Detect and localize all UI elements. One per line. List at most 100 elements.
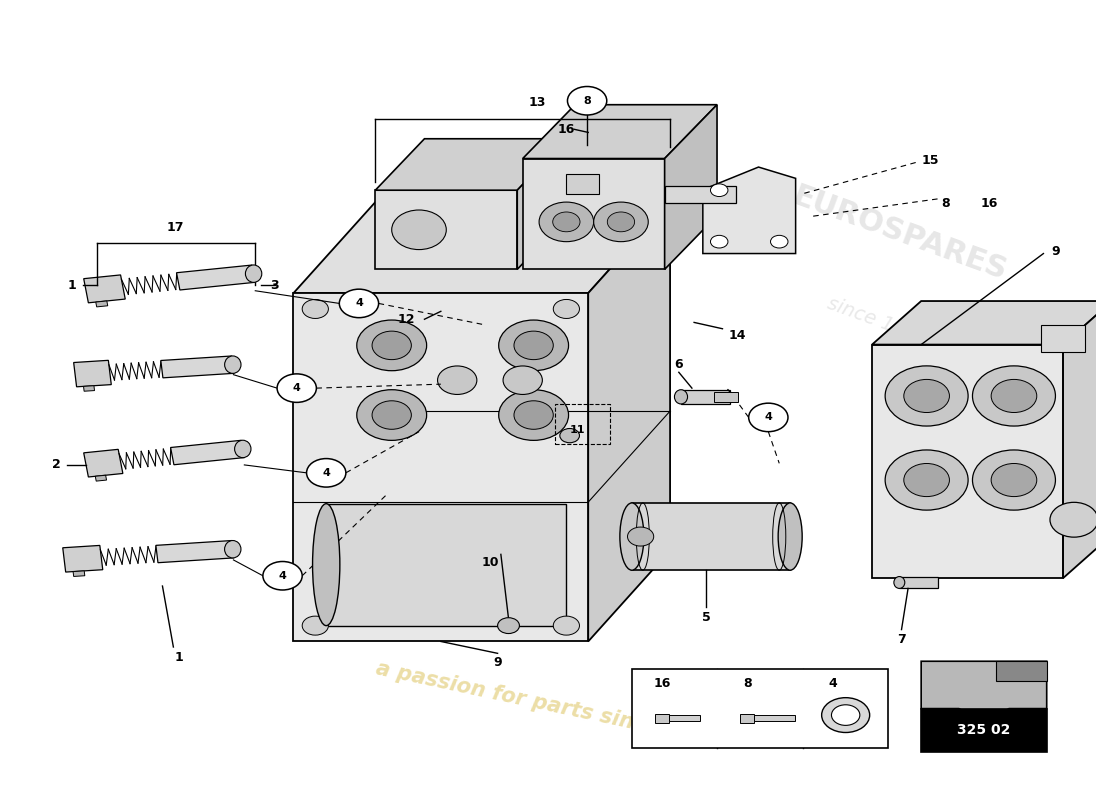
Text: 6: 6 — [674, 358, 683, 371]
Circle shape — [1050, 502, 1098, 537]
Ellipse shape — [894, 577, 905, 589]
Text: 4: 4 — [355, 298, 363, 309]
Circle shape — [498, 320, 569, 370]
Bar — [556, 404, 610, 443]
Circle shape — [438, 366, 477, 394]
Ellipse shape — [778, 503, 802, 570]
Circle shape — [886, 450, 968, 510]
Circle shape — [356, 320, 427, 370]
Bar — [900, 577, 937, 589]
Circle shape — [392, 210, 447, 250]
Text: 13: 13 — [528, 97, 546, 110]
Text: 15: 15 — [921, 154, 938, 167]
Polygon shape — [170, 440, 244, 465]
Bar — [669, 715, 700, 722]
Text: 2: 2 — [52, 458, 60, 471]
Circle shape — [972, 450, 1055, 510]
Circle shape — [904, 463, 949, 497]
Text: 4: 4 — [764, 413, 772, 422]
Circle shape — [553, 616, 580, 635]
Bar — [714, 392, 738, 402]
Bar — [921, 709, 1047, 752]
Circle shape — [497, 618, 519, 634]
Polygon shape — [176, 265, 255, 290]
Circle shape — [539, 202, 594, 242]
Bar — [740, 714, 754, 723]
Circle shape — [372, 401, 411, 430]
Text: 8: 8 — [583, 96, 591, 106]
Bar — [566, 174, 600, 194]
Polygon shape — [517, 138, 566, 270]
Text: 16: 16 — [980, 197, 998, 210]
Polygon shape — [96, 475, 107, 481]
Ellipse shape — [234, 440, 251, 458]
Bar — [631, 503, 790, 570]
Polygon shape — [1063, 301, 1100, 578]
Circle shape — [553, 299, 580, 318]
Circle shape — [263, 562, 302, 590]
Polygon shape — [375, 138, 566, 190]
Polygon shape — [872, 301, 1100, 345]
Bar — [294, 293, 588, 642]
Bar — [375, 190, 517, 270]
Ellipse shape — [620, 503, 644, 570]
Text: 9: 9 — [493, 656, 502, 670]
Circle shape — [822, 698, 870, 733]
Text: 4: 4 — [278, 570, 286, 581]
Polygon shape — [84, 275, 125, 303]
Text: 1: 1 — [175, 650, 184, 664]
Circle shape — [302, 299, 329, 318]
Circle shape — [711, 235, 728, 248]
Circle shape — [627, 527, 653, 546]
Ellipse shape — [674, 390, 688, 404]
Text: 3: 3 — [271, 278, 279, 292]
Polygon shape — [997, 662, 1047, 682]
Circle shape — [991, 379, 1037, 413]
Circle shape — [307, 458, 345, 487]
Bar — [754, 715, 795, 722]
Circle shape — [560, 429, 580, 442]
Polygon shape — [921, 662, 1047, 722]
Ellipse shape — [312, 504, 340, 626]
Bar — [522, 158, 664, 270]
Circle shape — [514, 331, 553, 360]
Text: 4: 4 — [293, 383, 300, 393]
Polygon shape — [664, 186, 736, 203]
Circle shape — [991, 463, 1037, 497]
Text: 8: 8 — [940, 197, 949, 210]
Circle shape — [832, 705, 860, 726]
Text: 325 02: 325 02 — [957, 723, 1011, 738]
Polygon shape — [588, 202, 670, 642]
Circle shape — [514, 401, 553, 430]
Ellipse shape — [245, 265, 262, 282]
Polygon shape — [84, 386, 95, 391]
Polygon shape — [84, 450, 123, 477]
Polygon shape — [74, 360, 111, 387]
Text: a passion for parts since 1985: a passion for parts since 1985 — [374, 658, 726, 751]
Text: 16: 16 — [558, 122, 575, 136]
Polygon shape — [73, 571, 85, 577]
Text: 12: 12 — [397, 313, 415, 326]
Polygon shape — [156, 541, 234, 562]
Circle shape — [607, 212, 635, 232]
Ellipse shape — [224, 541, 241, 558]
Bar — [681, 390, 730, 404]
Bar — [631, 669, 889, 748]
Text: 10: 10 — [481, 556, 498, 569]
Polygon shape — [522, 105, 717, 158]
Circle shape — [886, 366, 968, 426]
Circle shape — [372, 331, 411, 360]
Text: 4: 4 — [322, 468, 330, 478]
Circle shape — [356, 390, 427, 440]
Circle shape — [770, 235, 788, 248]
Text: 5: 5 — [702, 611, 711, 624]
Circle shape — [503, 366, 542, 394]
Polygon shape — [703, 167, 795, 254]
Polygon shape — [294, 202, 670, 293]
Bar — [872, 345, 1063, 578]
Ellipse shape — [224, 356, 241, 374]
Text: 11: 11 — [570, 425, 585, 435]
Circle shape — [339, 289, 378, 318]
Circle shape — [498, 390, 569, 440]
Bar — [654, 714, 669, 723]
